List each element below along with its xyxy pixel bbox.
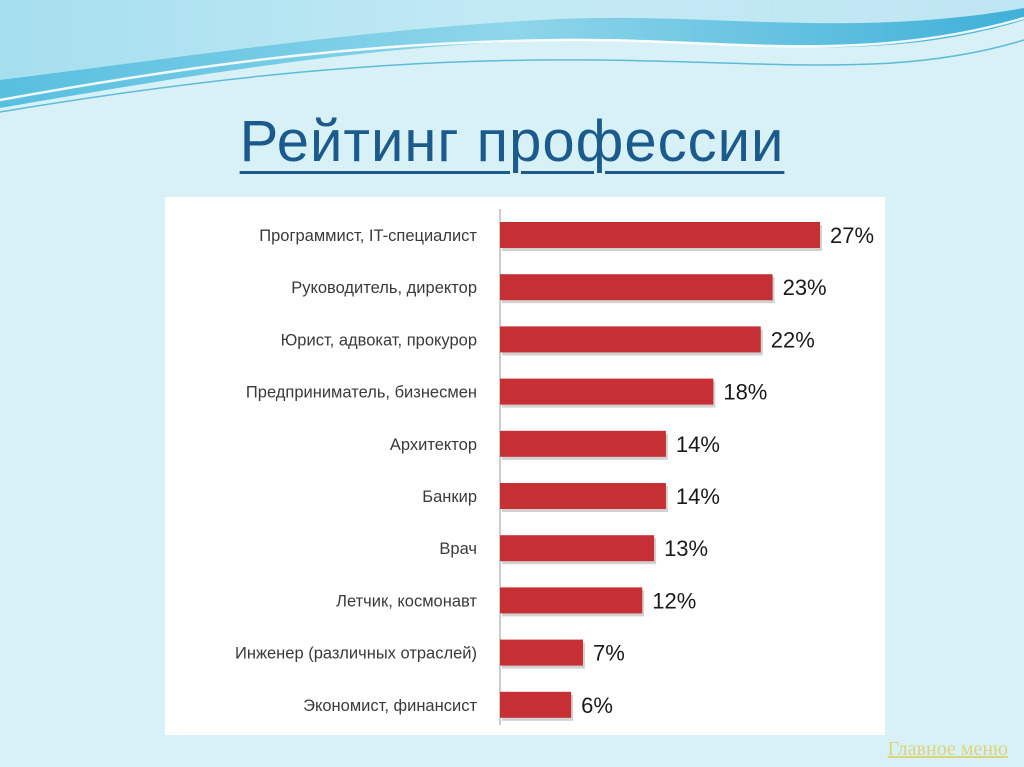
category-label: Юрист, адвокат, прокурор xyxy=(281,331,477,349)
bar xyxy=(500,222,820,248)
data-label: 12% xyxy=(652,588,696,613)
category-label: Программист, IT-специалист xyxy=(259,227,477,245)
category-label: Врач xyxy=(439,540,477,558)
category-label: Инженер (различных отраслей) xyxy=(235,645,477,663)
bar xyxy=(500,430,666,457)
page-title: Рейтинг профессии xyxy=(239,109,785,174)
category-label: Банкир xyxy=(422,488,477,506)
bar xyxy=(500,378,714,405)
data-label: 14% xyxy=(676,484,720,509)
data-label: 27% xyxy=(830,223,874,248)
data-label: 22% xyxy=(771,327,815,352)
data-label: 14% xyxy=(676,432,720,457)
bar-chart: Программист, IT-специалист 27% Руководител… xyxy=(235,209,874,725)
data-label: 13% xyxy=(664,536,708,561)
bar xyxy=(500,535,655,562)
data-label: 23% xyxy=(783,275,827,300)
decorative-waves xyxy=(0,0,1024,113)
bar xyxy=(500,691,572,718)
category-label: Предприниматель, бизнесмен xyxy=(246,384,477,402)
category-label: Летчик, космонавт xyxy=(336,592,477,610)
bar xyxy=(500,587,643,614)
category-label: Руководитель, директор xyxy=(291,279,477,297)
main-menu-link[interactable]: Главное меню xyxy=(887,738,1008,760)
bar xyxy=(500,639,583,666)
category-label: Экономист, финансист xyxy=(303,697,477,715)
data-label: 6% xyxy=(581,693,613,718)
category-label: Архитектор xyxy=(390,436,477,454)
bar xyxy=(500,274,773,301)
chart-panel: Программист, IT-специалист 27% Руководител… xyxy=(165,197,885,735)
bar xyxy=(500,483,666,509)
bar xyxy=(500,326,761,353)
data-label: 18% xyxy=(723,380,767,405)
data-label: 7% xyxy=(593,641,625,666)
